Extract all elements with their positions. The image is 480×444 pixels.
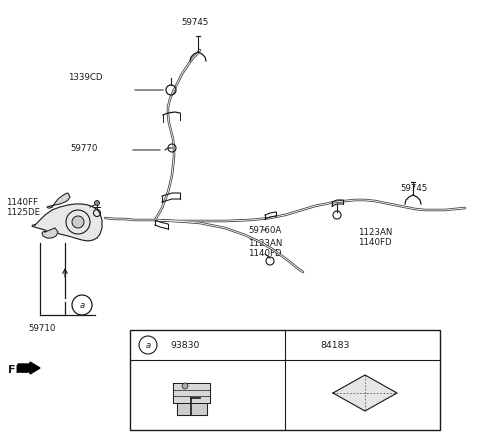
Text: a: a xyxy=(145,341,151,349)
Text: 59745: 59745 xyxy=(181,18,209,27)
Circle shape xyxy=(182,383,188,389)
Polygon shape xyxy=(333,375,397,411)
Text: 1123AN: 1123AN xyxy=(248,238,282,247)
Text: 1140FD: 1140FD xyxy=(358,238,392,246)
Text: 93830: 93830 xyxy=(170,341,200,349)
Polygon shape xyxy=(42,228,58,238)
Bar xyxy=(130,330,440,430)
Text: 84183: 84183 xyxy=(320,341,350,349)
Text: 59745: 59745 xyxy=(400,183,427,193)
Polygon shape xyxy=(173,383,210,403)
Text: 1125DE: 1125DE xyxy=(6,207,40,217)
Text: 1123AN: 1123AN xyxy=(358,227,392,237)
Polygon shape xyxy=(32,204,102,241)
FancyArrow shape xyxy=(18,362,40,374)
Polygon shape xyxy=(47,193,70,208)
Text: 59710: 59710 xyxy=(28,324,56,333)
Text: 59760A: 59760A xyxy=(248,226,281,234)
Text: 1339CD: 1339CD xyxy=(68,74,103,83)
Circle shape xyxy=(72,216,84,228)
Text: FR.: FR. xyxy=(8,365,28,375)
Text: 59770: 59770 xyxy=(70,143,97,152)
Text: 1140FF: 1140FF xyxy=(6,198,38,206)
Circle shape xyxy=(95,201,99,206)
Text: a: a xyxy=(79,301,84,309)
Text: 1140FD: 1140FD xyxy=(248,249,282,258)
Polygon shape xyxy=(177,403,207,415)
